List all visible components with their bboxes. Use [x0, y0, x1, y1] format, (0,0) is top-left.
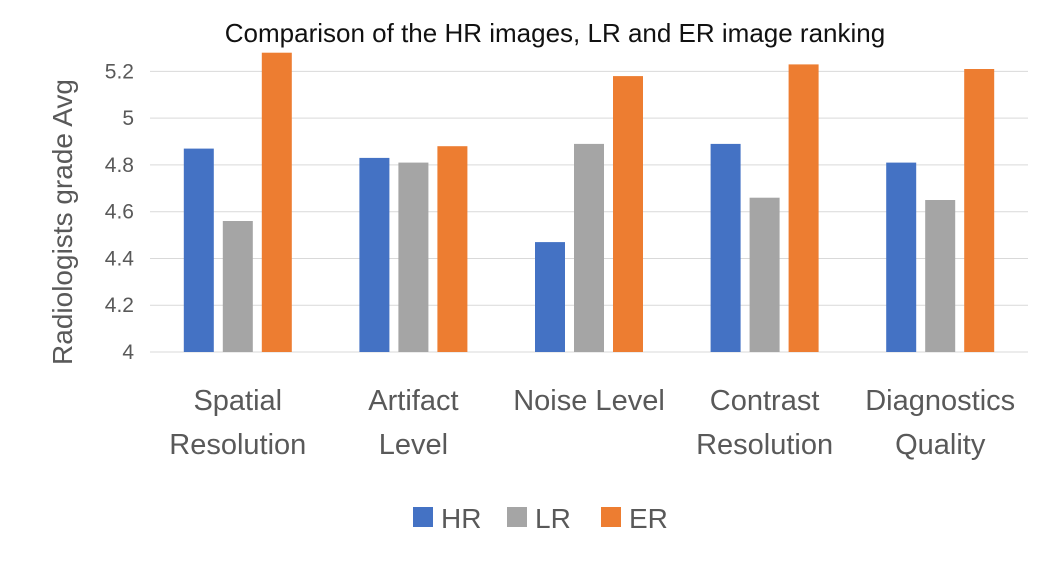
legend-swatch-hr: [413, 507, 433, 527]
bar-er: [964, 69, 995, 352]
bar-lr: [222, 221, 253, 352]
y-tick-label: 4: [122, 341, 134, 364]
x-axis-categories: Spatial Resolution Artifact Level Noise Leve…: [169, 385, 1015, 461]
y-tick-label: 4.6: [105, 201, 134, 224]
bar-lr: [398, 162, 429, 352]
bar-er: [261, 52, 292, 352]
chart-title: Comparison of the HR images, LR and ER i…: [225, 18, 885, 48]
y-tick-label: 4.4: [105, 247, 135, 270]
legend: HR LR ER: [413, 503, 668, 534]
category-label: Noise Level: [513, 385, 665, 417]
bars: [183, 52, 995, 353]
category-label: Spatial Resolution: [169, 385, 306, 461]
y-tick-label: 4.2: [105, 294, 134, 317]
bar-er: [613, 76, 643, 352]
bar-lr: [749, 197, 780, 352]
bar-hr: [535, 242, 565, 352]
bar-lr: [574, 143, 604, 352]
bar-er: [437, 146, 468, 352]
y-tick-label: 5.2: [105, 60, 134, 83]
bar-hr: [183, 148, 214, 352]
bar-hr: [886, 162, 917, 352]
category-label: Contrast Resolution: [696, 385, 833, 461]
y-axis-ticks: 4 4.2 4.4 4.6 4.8 5 5.2: [105, 60, 135, 364]
bar-er: [788, 64, 819, 353]
legend-label-er: ER: [629, 503, 668, 534]
category-label: Diagnostics Quality: [865, 385, 1015, 461]
bar-lr: [925, 200, 956, 352]
legend-label-hr: HR: [441, 503, 481, 534]
legend-swatch-er: [601, 507, 621, 527]
category-label: Artifact Level: [368, 385, 458, 461]
legend-label-lr: LR: [535, 503, 571, 534]
y-tick-label: 4.8: [105, 154, 134, 177]
legend-swatch-lr: [507, 507, 527, 527]
bar-hr: [710, 143, 741, 352]
bar-hr: [359, 157, 390, 352]
y-tick-label: 5: [122, 107, 134, 130]
y-axis-label: Radiologists grade Avg: [47, 79, 78, 365]
